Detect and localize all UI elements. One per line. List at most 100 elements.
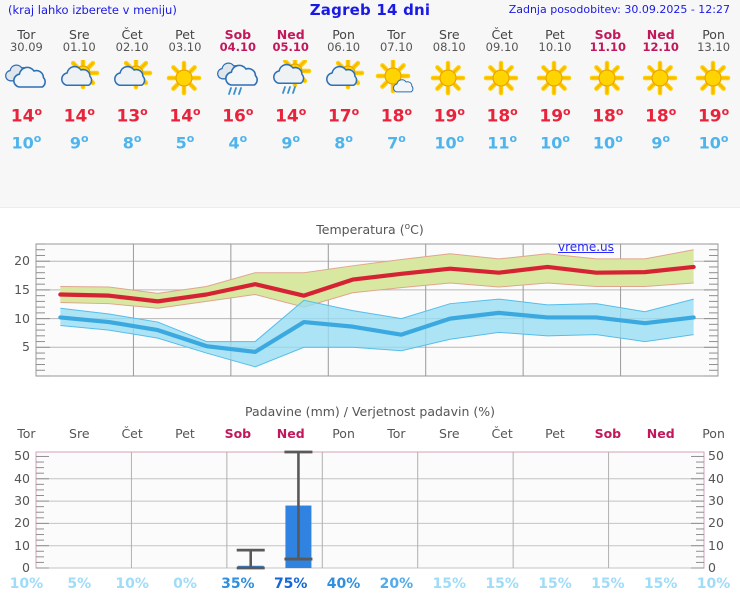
day-date: 04.10 bbox=[219, 40, 257, 54]
day-name: Ned bbox=[646, 27, 675, 42]
precip-y-tick-right: 10 bbox=[708, 537, 724, 553]
partly-sunny-icon bbox=[317, 58, 370, 98]
temp-min: 9o bbox=[69, 131, 89, 152]
day-name: Tor bbox=[387, 27, 406, 42]
day-date: 05.10 bbox=[272, 40, 309, 54]
temp-max: 19o bbox=[539, 105, 571, 127]
temp-y-tick: 20 bbox=[14, 253, 30, 269]
temp-max: 18o bbox=[645, 105, 677, 127]
temp-min: 5o bbox=[175, 131, 195, 152]
day-date: 12.10 bbox=[642, 40, 679, 54]
precip-day-label: Pet bbox=[175, 426, 195, 441]
day-column[interactable]: Sob 04.10 16o 4o bbox=[211, 22, 264, 207]
day-column[interactable]: Pon 06.10 17o 8o bbox=[317, 22, 370, 207]
precip-y-tick-left: 40 bbox=[14, 470, 30, 486]
sun-small-cloud-icon bbox=[370, 58, 423, 98]
precip-probability: 15% bbox=[538, 576, 572, 592]
temp-max: 19o bbox=[697, 105, 730, 127]
day-name: Pon bbox=[702, 27, 725, 42]
precip-probability: 20% bbox=[379, 576, 414, 592]
precip-day-label: Čet bbox=[121, 426, 143, 441]
precip-day-label: Ned bbox=[646, 426, 675, 441]
temp-min: 11o bbox=[487, 131, 518, 152]
precip-probability: 15% bbox=[643, 576, 678, 592]
day-date: 06.10 bbox=[327, 40, 361, 54]
day-column[interactable]: Pet 03.10 14o 5o bbox=[159, 22, 212, 207]
day-column[interactable]: Čet 02.10 13o 8o bbox=[106, 22, 159, 207]
day-column[interactable]: Tor 30.09 14o 10o bbox=[0, 22, 53, 207]
day-column[interactable]: Pon 13.10 19o 10o bbox=[687, 22, 740, 207]
temp-max: 14o bbox=[63, 105, 95, 127]
page-title: Zagreb 14 dni bbox=[309, 1, 431, 19]
precipitation-chart-title: Padavine (mm) / Verjetnost padavin (%) bbox=[245, 404, 495, 419]
temp-max: 14o bbox=[10, 105, 43, 127]
temp-y-tick: 10 bbox=[14, 310, 30, 326]
sunny-icon bbox=[581, 58, 634, 98]
precip-probability: 35% bbox=[221, 576, 255, 592]
day-name: Sob bbox=[594, 27, 622, 42]
precip-probability: 75% bbox=[273, 576, 308, 592]
precip-day-label: Tor bbox=[387, 426, 406, 441]
day-column[interactable]: Sre 08.10 19o 10o bbox=[423, 22, 476, 207]
precip-y-tick-left: 0 bbox=[22, 560, 30, 575]
watermark: vreme.us bbox=[558, 240, 614, 254]
precip-day-label: Pon bbox=[702, 426, 725, 441]
precip-y-tick-left: 30 bbox=[14, 493, 30, 509]
precip-y-tick-right: 50 bbox=[708, 448, 724, 464]
day-name: Sre bbox=[69, 27, 90, 42]
day-name: Sre bbox=[439, 27, 460, 42]
temp-max: 18o bbox=[380, 105, 413, 127]
day-column[interactable]: Sre 01.10 14o 9o bbox=[53, 22, 106, 207]
precip-day-label: Pet bbox=[545, 426, 565, 441]
day-column[interactable]: Ned 12.10 18o 9o bbox=[634, 22, 687, 207]
day-date: 02.10 bbox=[115, 40, 149, 54]
day-name: Pet bbox=[545, 27, 565, 42]
precip-day-label: Sre bbox=[439, 426, 460, 441]
temp-max: 19o bbox=[433, 105, 465, 127]
day-name: Čet bbox=[491, 27, 513, 42]
day-column[interactable]: Ned 05.10 14o 9o bbox=[264, 22, 317, 207]
temp-min: 8o bbox=[334, 131, 353, 152]
precip-day-label: Sob bbox=[224, 426, 252, 441]
temp-max: 16o bbox=[222, 105, 254, 127]
temp-title-text: Temperatura ( bbox=[316, 222, 405, 238]
day-column[interactable]: Čet 09.10 18o 11o bbox=[476, 22, 529, 207]
temp-y-tick: 5 bbox=[22, 339, 30, 355]
sunny-icon bbox=[687, 58, 740, 98]
sunny-icon bbox=[529, 58, 582, 98]
temp-min: 10o bbox=[698, 131, 729, 152]
precip-probability: 15% bbox=[485, 576, 519, 592]
day-name: Ned bbox=[276, 27, 305, 42]
charts-area: Temperatura (oC) vreme.us Padavine (mm) … bbox=[0, 208, 740, 600]
day-name: Čet bbox=[121, 27, 143, 42]
precip-y-tick-left: 20 bbox=[14, 515, 30, 531]
last-updated: Zadnja posodobitev: 30.09.2025 - 12:27 bbox=[508, 3, 730, 16]
day-column[interactable]: Tor 07.10 18o 7o bbox=[370, 22, 423, 207]
temp-max: 14o bbox=[275, 105, 307, 127]
precip-day-label: Ned bbox=[276, 426, 305, 441]
sunny-icon bbox=[476, 58, 529, 98]
day-date: 07.10 bbox=[379, 40, 413, 54]
temp-max: 18o bbox=[486, 105, 518, 127]
day-date: 03.10 bbox=[168, 40, 202, 54]
temp-max: 13o bbox=[116, 105, 148, 127]
precip-day-label: Tor bbox=[17, 426, 36, 441]
day-name: Pet bbox=[175, 27, 195, 42]
day-column[interactable]: Pet 10.10 19o 10o bbox=[529, 22, 582, 207]
temperature-chart bbox=[35, 243, 719, 377]
temp-y-tick: 15 bbox=[14, 281, 30, 297]
day-date: 30.09 bbox=[9, 40, 43, 54]
temp-min: 9o bbox=[651, 131, 671, 152]
precip-probability: 0% bbox=[173, 576, 197, 592]
precip-y-tick-right: 0 bbox=[708, 560, 716, 575]
partly-sunny-icon bbox=[106, 58, 159, 98]
day-column[interactable]: Sob 11.10 18o 10o bbox=[581, 22, 634, 207]
precip-y-tick-left: 50 bbox=[14, 448, 30, 464]
precip-y-tick-left: 10 bbox=[14, 537, 30, 553]
forecast-panel: Tor 30.09 14o 10o Sre 01.10 14o 9o Čet 02.10 13… bbox=[0, 22, 740, 207]
temp-min: 8o bbox=[122, 131, 142, 152]
precip-probability: 40% bbox=[326, 576, 361, 592]
temp-min: 4o bbox=[228, 131, 248, 152]
precip-probability: 10% bbox=[9, 576, 44, 592]
precip-probability: 15% bbox=[591, 576, 625, 592]
